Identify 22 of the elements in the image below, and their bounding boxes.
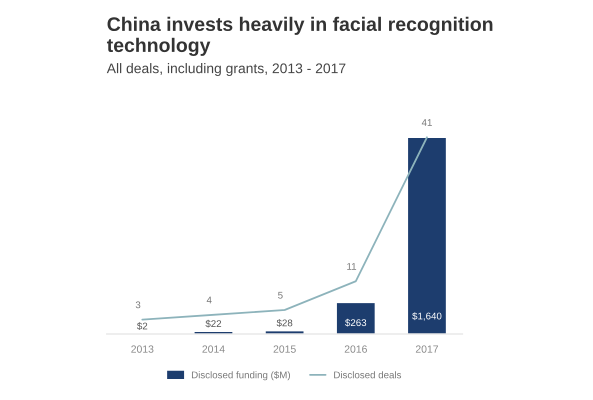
bar (193, 330, 234, 334)
x-tick-label: 2014 (202, 345, 225, 353)
data-label: $2 (137, 322, 148, 330)
x-tick-label: 2015 (274, 345, 296, 353)
data-label: 3 (136, 301, 140, 308)
chart-subtitle: All deals, including grants, 2013 - 2017 (106, 63, 346, 76)
data-label: $22 (205, 320, 222, 328)
x-tick-label: 2016 (344, 345, 367, 353)
data-label: 41 (422, 119, 432, 126)
data-label: 4 (206, 296, 212, 304)
bar (406, 136, 448, 334)
x-tick-label: 2013 (131, 345, 154, 353)
x-tick-label: 2017 (416, 345, 438, 353)
data-label: $28 (276, 319, 292, 327)
chart-title: China invests heavily in facial recognition technology (106, 16, 492, 56)
data-label: $263 (345, 318, 366, 327)
data-label: 11 (347, 263, 356, 270)
bar (336, 302, 376, 334)
legend-label: Disclosed funding ($M) (192, 371, 290, 380)
data-label: $1,640 (412, 312, 442, 321)
data-label: 5 (278, 292, 283, 299)
legend-label: Disclosed deals (334, 371, 402, 378)
